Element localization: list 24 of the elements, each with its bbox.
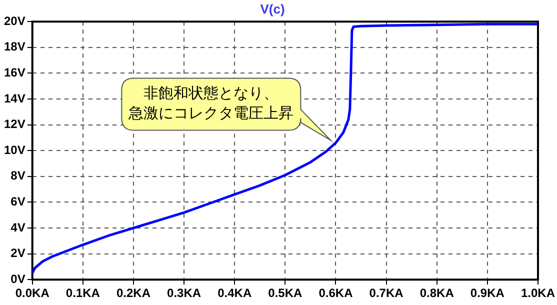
x-tick-label: 0.3KA bbox=[167, 286, 202, 300]
x-tick-label: 0.8KA bbox=[420, 286, 454, 300]
x-tick-label: 0.4KA bbox=[218, 286, 252, 300]
x-tick-label: 0.2KA bbox=[116, 286, 151, 300]
x-tick-label: 0.5KA bbox=[268, 286, 303, 300]
x-tick-label: 1.0KA bbox=[520, 286, 556, 300]
y-tick-label: 18V bbox=[4, 40, 26, 54]
y-tick-label: 6V bbox=[10, 194, 26, 209]
x-tick-label: 0.1KA bbox=[66, 286, 100, 300]
y-tick-label: 14V bbox=[4, 91, 26, 106]
x-tick-label: 0.9KA bbox=[470, 286, 505, 300]
y-tick-label: 4V bbox=[10, 220, 26, 234]
chart-title: V(c) bbox=[260, 1, 285, 16]
y-tick-label: 12V bbox=[4, 117, 26, 132]
y-tick-label: 2V bbox=[10, 246, 26, 260]
y-tick-label: 10V bbox=[4, 142, 26, 157]
x-tick-label: 0.7KA bbox=[369, 286, 404, 300]
x-tick-label: 0.0KA bbox=[15, 286, 50, 300]
y-tick-label: 20V bbox=[4, 14, 26, 28]
y-tick-label: 0V bbox=[10, 272, 26, 286]
y-tick-label: 16V bbox=[4, 66, 26, 80]
y-tick-label: 8V bbox=[10, 168, 26, 183]
x-tick-label: 0.6KA bbox=[318, 286, 354, 300]
annotation: 非飽和状態となり、急激にコレクタ電圧上昇 bbox=[128, 84, 294, 122]
